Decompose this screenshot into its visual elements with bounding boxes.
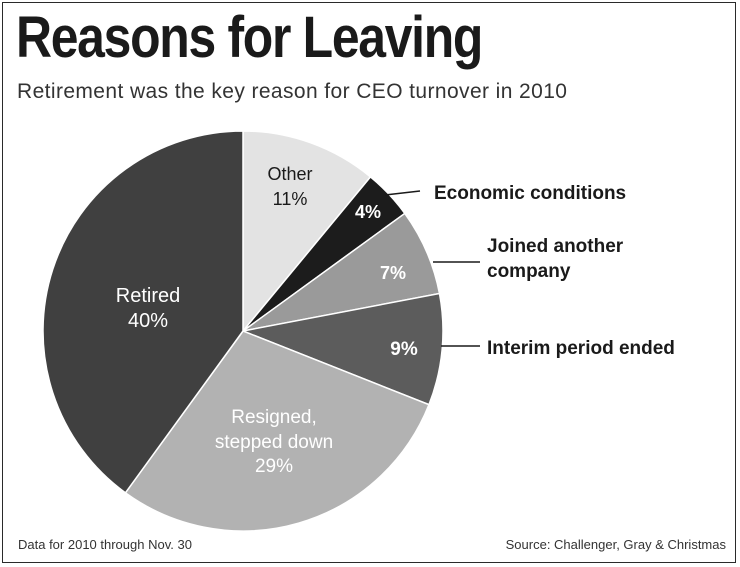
callout-label-economic-conditions: Economic conditions xyxy=(434,183,626,204)
slice-value-label-other: 11% xyxy=(273,189,308,209)
slice-value-label-economic-conditions: 4% xyxy=(355,202,381,222)
slice-value-label-resigned-stepped-down: 29% xyxy=(255,456,293,477)
pie-slice-resigned-stepped-down xyxy=(124,330,430,532)
pie-slice-interim-period-ended xyxy=(240,292,444,406)
slice-value-label-retired: 40% xyxy=(128,310,168,332)
footer-note: Data for 2010 through Nov. 30 xyxy=(18,537,192,552)
pie-slice-retired xyxy=(42,130,244,494)
slice-name-label-retired: Retired xyxy=(116,285,180,307)
pie-slice-other xyxy=(242,130,372,334)
slice-value-label-joined-another-company: 7% xyxy=(380,263,406,283)
chart-title: Reasons for Leaving xyxy=(16,5,483,70)
callout-label-joined-another-company-line-0: Joined another xyxy=(487,236,624,257)
callout-label-joined-another-company-line-1: company xyxy=(487,261,571,282)
slice-name-label-resigned-stepped-down-line-0: Resigned, xyxy=(231,407,317,428)
slice-name-label-resigned-stepped-down-line-1: stepped down xyxy=(215,432,333,453)
callout-line-economic-conditions xyxy=(384,190,421,196)
slice-value-label-interim-period-ended: 9% xyxy=(390,339,418,360)
footer-source: Source: Challenger, Gray & Christmas xyxy=(505,537,726,552)
slice-name-label-other: Other xyxy=(267,164,312,184)
chart-subtitle: Retirement was the key reason for CEO tu… xyxy=(17,80,568,103)
callout-label-interim-period-ended: Interim period ended xyxy=(487,338,675,359)
